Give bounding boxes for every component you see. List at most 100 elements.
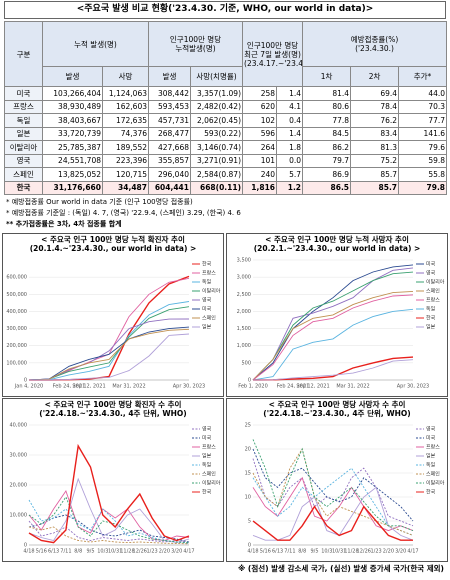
table-cell: 0.0 [276, 153, 304, 168]
table-row: 독일 38,403,667 172,635 457,731 2,062(0.45) 102… [4, 113, 448, 128]
table-cell: 172,635 [102, 113, 149, 128]
series-line [252, 359, 414, 381]
y-tick-label: 25 [245, 423, 251, 429]
sub-header: 사망 [102, 66, 149, 87]
x-tick-label: 2/20 [383, 549, 394, 555]
legend-label: 한국 [202, 490, 212, 496]
table-cell: 75.2 [350, 153, 400, 168]
table-cell: 120,715 [102, 167, 149, 182]
table-cell: 81.3 [350, 140, 400, 155]
legend-label: 이탈리아 [202, 480, 221, 487]
x-tick-label: Sep 12, 2021 [72, 384, 105, 390]
table-cell: 25,785,387 [42, 140, 103, 155]
table-cell: 74,376 [102, 126, 149, 141]
table-cell: 308,442 [148, 86, 191, 101]
y-tick-label: 0 [24, 378, 27, 384]
table-cell: 3,146(0.74) [189, 140, 244, 155]
table-cell: 55.8 [398, 167, 448, 182]
legend-label: 영국 [426, 270, 436, 277]
y-tick-label: 0 [24, 543, 27, 549]
row-label: 영국 [4, 153, 43, 168]
y-tick-label: 20,000 [10, 483, 28, 489]
x-tick-label: 10/3 [97, 549, 108, 555]
table-cell: 258 [242, 86, 278, 101]
y-tick-label: 15 [245, 471, 251, 477]
chart: 0 100,000 200,000 300,000 400,000 500,000 600,… [6, 262, 220, 390]
legend-label: 독일 [202, 279, 212, 286]
table-cell: 2,584(0.87) [189, 167, 244, 182]
sub-header: 발생 [42, 66, 103, 87]
table-row: 미국 103,266,404 1,124,063 308,442 3,357(1.09)… [4, 86, 448, 101]
x-tick-label: 6/13 [272, 549, 283, 555]
series-line [252, 447, 414, 536]
x-tick-label: 4/18 [23, 549, 34, 555]
x-tick-label: 4/17 [183, 549, 194, 555]
table-cell: 59.8 [398, 153, 448, 168]
table-cell: 38,930,489 [42, 99, 103, 114]
legend-label: 미국 [202, 435, 212, 442]
x-tick-label: 10/3 [321, 549, 332, 555]
table-cell: 620 [242, 99, 278, 114]
table-row: 한국 31,176,660 34,487 604,441 668(0.11) 1,816 1… [4, 180, 448, 195]
column-header: 인구100만 명당 최근 7일 발생(명) (23.4.17.~'23.4.30… [242, 21, 304, 87]
table-cell: 80.6 [302, 99, 352, 114]
table-cell: 44.0 [398, 86, 448, 101]
legend-label: 한국 [426, 316, 436, 322]
y-tick-label: 500,000 [6, 292, 27, 298]
charts: < 주요국 인구 100만 명당 누적 확진자 추이 (20.1.4.~'23.4… [2, 233, 448, 562]
legend-label: 프랑스 [426, 444, 440, 451]
table-cell: 79.7 [302, 153, 352, 168]
table-cell: 83.4 [350, 126, 400, 141]
series-line [29, 333, 190, 381]
legend-label: 독일 [202, 462, 212, 469]
chart-subtitle: (20.2.1.~'23.4.30., our world in data) > [253, 244, 421, 253]
sub-header: 추가* [398, 66, 448, 87]
chart-panel: < 주요국 인구 100만 명당 사망자 수 추이 ('22.4.18.~'23.… [226, 398, 448, 562]
legend-label: 일본 [426, 324, 436, 331]
x-tick-label: 1/23 [370, 549, 381, 555]
table-cell: 141.6 [398, 126, 448, 141]
series-line [252, 271, 414, 381]
y-tick-label: 1,500 [237, 326, 251, 332]
y-tick-label: 10,000 [10, 513, 28, 519]
y-tick-label: 40,000 [10, 423, 28, 429]
table-cell: 79.6 [398, 140, 448, 155]
table-cell: 457,731 [148, 113, 191, 128]
series-line [28, 318, 190, 381]
row-label: 미국 [4, 86, 43, 101]
y-tick-label: 300,000 [6, 326, 27, 332]
series-line [29, 275, 190, 381]
y-tick-label: 20 [245, 447, 251, 453]
y-tick-label: 100,000 [6, 360, 27, 366]
x-tick-label: 3/20 [395, 549, 406, 555]
column-header: 누적 발생(명) [42, 21, 149, 67]
row-label: 독일 [4, 113, 43, 128]
series-line [252, 486, 414, 541]
table-cell: 24,551,708 [42, 153, 103, 168]
table-cell: 1.8 [276, 140, 304, 155]
x-tick-label: 9/5 [311, 549, 319, 555]
chart-title: < 주요국 인구 100만 명당 누적 사망자 추이 [265, 235, 409, 244]
series-line [28, 306, 190, 381]
legend-label: 미국 [426, 261, 436, 268]
table-cell: 34,487 [102, 180, 149, 195]
x-tick-label: Mar 31, 2022 [112, 384, 145, 390]
chart-title: < 주요국 인구 100만 명당 사망자 수 추이 [268, 400, 406, 409]
x-tick-label: 5/16 [260, 549, 271, 555]
y-tick-label: 2,000 [237, 309, 251, 315]
chart-title-block: < 주요국 인구 100만 명당 누적 확진자 추이 (20.1.4.~'23.4… [3, 235, 223, 254]
table-cell: 38,403,667 [42, 113, 103, 128]
y-tick-label: 10 [245, 495, 251, 501]
table-cell: 4.1 [276, 99, 304, 114]
chart-title-block: < 주요국 인구 100만 명당 누적 사망자 추이 (20.2.1.~'23.4… [227, 235, 447, 254]
table-cell: 78.4 [350, 99, 400, 114]
chart-panel: < 주요국 인구 100만 명당 누적 확진자 추이 (20.1.4.~'23.4… [2, 233, 224, 397]
table-cell: 79.8 [398, 180, 448, 195]
note: * 예방접종률 Our world in data 기준 (인구 100명당 접… [6, 198, 193, 206]
legend-label: 독일 [426, 306, 436, 313]
legend-label: 한국 [426, 490, 436, 496]
legend-label: 프랑스 [426, 297, 440, 304]
x-tick-label: Mar 31, 2022 [336, 384, 369, 390]
chart: 0 5 10 15 20 25 4/18 5/16 6/13 7/11 8/8 9/5 10/3 10/3… [245, 423, 445, 555]
row-label: 프랑스 [4, 99, 43, 114]
